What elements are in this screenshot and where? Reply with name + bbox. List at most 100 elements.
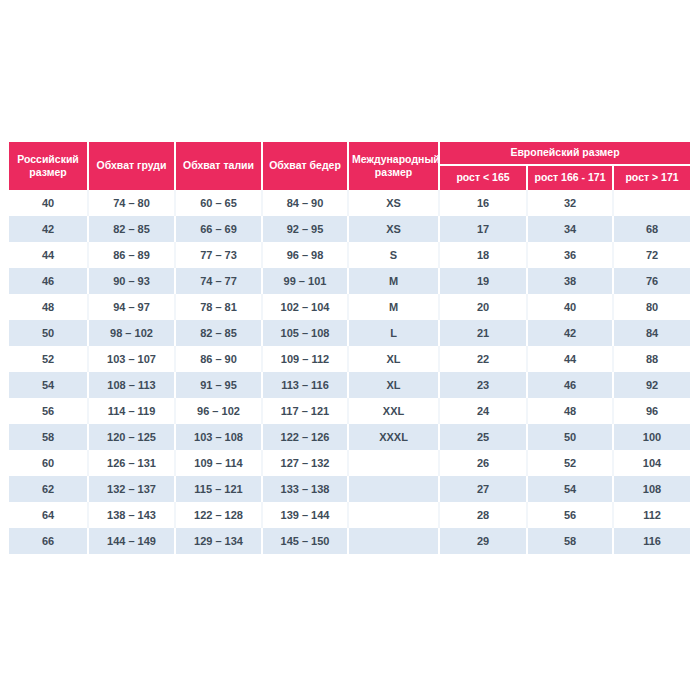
table-cell: 40 bbox=[526, 294, 612, 320]
table-cell: 88 bbox=[612, 346, 690, 372]
table-cell: 29 bbox=[438, 528, 526, 554]
table-cell: 40 bbox=[9, 190, 87, 216]
table-cell: 126 – 131 bbox=[87, 450, 174, 476]
table-cell: 122 – 128 bbox=[174, 502, 261, 528]
header-hips: Обхват бедер bbox=[261, 142, 347, 190]
table-cell: 42 bbox=[9, 216, 87, 242]
table-cell: 54 bbox=[526, 476, 612, 502]
table-cell: 46 bbox=[9, 268, 87, 294]
page: Российский размер Обхват груди Обхват та… bbox=[0, 0, 700, 700]
table-cell: 90 – 93 bbox=[87, 268, 174, 294]
table-row: 64138 – 143122 – 128139 – 1442856112 bbox=[9, 502, 690, 528]
table-cell: 44 bbox=[9, 242, 87, 268]
table-row: 4894 – 9778 – 81102 – 104M204080 bbox=[9, 294, 690, 320]
table-cell: 25 bbox=[438, 424, 526, 450]
table-cell bbox=[347, 502, 438, 528]
table-cell: 92 bbox=[612, 372, 690, 398]
table-cell: 36 bbox=[526, 242, 612, 268]
table-cell: 112 bbox=[612, 502, 690, 528]
table-cell: 66 bbox=[9, 528, 87, 554]
table-cell: 127 – 132 bbox=[261, 450, 347, 476]
header-chest: Обхват груди bbox=[87, 142, 174, 190]
table-cell: 17 bbox=[438, 216, 526, 242]
table-cell: 58 bbox=[526, 528, 612, 554]
table-cell: 108 – 113 bbox=[87, 372, 174, 398]
table-row: 4074 – 8060 – 6584 – 90XS1632 bbox=[9, 190, 690, 216]
table-row: 5098 – 10282 – 85105 – 108L214284 bbox=[9, 320, 690, 346]
table-cell: 74 – 80 bbox=[87, 190, 174, 216]
table-cell: 42 bbox=[526, 320, 612, 346]
table-cell: 133 – 138 bbox=[261, 476, 347, 502]
header-waist: Обхват талии bbox=[174, 142, 261, 190]
table-row: 4486 – 8977 – 7396 – 98S183672 bbox=[9, 242, 690, 268]
table-cell: 98 – 102 bbox=[87, 320, 174, 346]
header-russian-size: Российский размер bbox=[9, 142, 87, 190]
table-cell: M bbox=[347, 268, 438, 294]
table-cell: 48 bbox=[9, 294, 87, 320]
table-cell: 68 bbox=[612, 216, 690, 242]
table-cell: 78 – 81 bbox=[174, 294, 261, 320]
table-row: 58120 – 125103 – 108122 – 126XXXL2550100 bbox=[9, 424, 690, 450]
table-cell: 80 bbox=[612, 294, 690, 320]
header-height-166-171: рост 166 - 171 bbox=[526, 166, 612, 190]
table-cell: XL bbox=[347, 372, 438, 398]
table-cell: 60 – 65 bbox=[174, 190, 261, 216]
table-cell: 120 – 125 bbox=[87, 424, 174, 450]
table-cell: 72 bbox=[612, 242, 690, 268]
table-body: 4074 – 8060 – 6584 – 90XS16324282 – 8566… bbox=[9, 190, 690, 554]
table-cell: 77 – 73 bbox=[174, 242, 261, 268]
table-row: 52103 – 10786 – 90109 – 112XL224488 bbox=[9, 346, 690, 372]
table-cell: XXXL bbox=[347, 424, 438, 450]
table-cell: 102 – 104 bbox=[261, 294, 347, 320]
table-cell: S bbox=[347, 242, 438, 268]
header-height-gt-171: рост > 171 bbox=[612, 166, 690, 190]
table-row: 4282 – 8566 – 6992 – 95XS173468 bbox=[9, 216, 690, 242]
table-cell: 115 – 121 bbox=[174, 476, 261, 502]
table-row: 62132 – 137115 – 121133 – 1382754108 bbox=[9, 476, 690, 502]
table-cell: 82 – 85 bbox=[174, 320, 261, 346]
table-row: 60126 – 131109 – 114127 – 1322652104 bbox=[9, 450, 690, 476]
table-cell: 76 bbox=[612, 268, 690, 294]
table-cell: 84 – 90 bbox=[261, 190, 347, 216]
table-cell: XL bbox=[347, 346, 438, 372]
table-cell: 52 bbox=[9, 346, 87, 372]
table-cell: 103 – 108 bbox=[174, 424, 261, 450]
table-cell: 86 – 89 bbox=[87, 242, 174, 268]
table-cell: 38 bbox=[526, 268, 612, 294]
table-cell: 16 bbox=[438, 190, 526, 216]
table-cell: 21 bbox=[438, 320, 526, 346]
table-cell: 52 bbox=[526, 450, 612, 476]
table-cell: 117 – 121 bbox=[261, 398, 347, 424]
table-cell: 105 – 108 bbox=[261, 320, 347, 346]
table-cell: 50 bbox=[9, 320, 87, 346]
table-cell: XXL bbox=[347, 398, 438, 424]
table-cell: 22 bbox=[438, 346, 526, 372]
table-cell: 50 bbox=[526, 424, 612, 450]
table-cell: L bbox=[347, 320, 438, 346]
table-cell: 122 – 126 bbox=[261, 424, 347, 450]
table-cell: 23 bbox=[438, 372, 526, 398]
table-cell: 96 – 102 bbox=[174, 398, 261, 424]
table-cell: 56 bbox=[526, 502, 612, 528]
table-cell: 138 – 143 bbox=[87, 502, 174, 528]
table-cell: 104 bbox=[612, 450, 690, 476]
table-cell: XS bbox=[347, 190, 438, 216]
table-cell: 116 bbox=[612, 528, 690, 554]
table-cell: 84 bbox=[612, 320, 690, 346]
table-header: Российский размер Обхват груди Обхват та… bbox=[9, 142, 690, 190]
table-cell: 100 bbox=[612, 424, 690, 450]
table-cell: 132 – 137 bbox=[87, 476, 174, 502]
table-cell: 99 – 101 bbox=[261, 268, 347, 294]
table-cell: 60 bbox=[9, 450, 87, 476]
table-cell: 62 bbox=[9, 476, 87, 502]
table-cell: 18 bbox=[438, 242, 526, 268]
table-cell: 108 bbox=[612, 476, 690, 502]
table-cell bbox=[347, 528, 438, 554]
table-cell: 82 – 85 bbox=[87, 216, 174, 242]
table-row: 54108 – 11391 – 95113 – 116XL234692 bbox=[9, 372, 690, 398]
table-cell: 86 – 90 bbox=[174, 346, 261, 372]
table-cell: 44 bbox=[526, 346, 612, 372]
table-cell: XS bbox=[347, 216, 438, 242]
table-cell: 24 bbox=[438, 398, 526, 424]
table-cell: 58 bbox=[9, 424, 87, 450]
